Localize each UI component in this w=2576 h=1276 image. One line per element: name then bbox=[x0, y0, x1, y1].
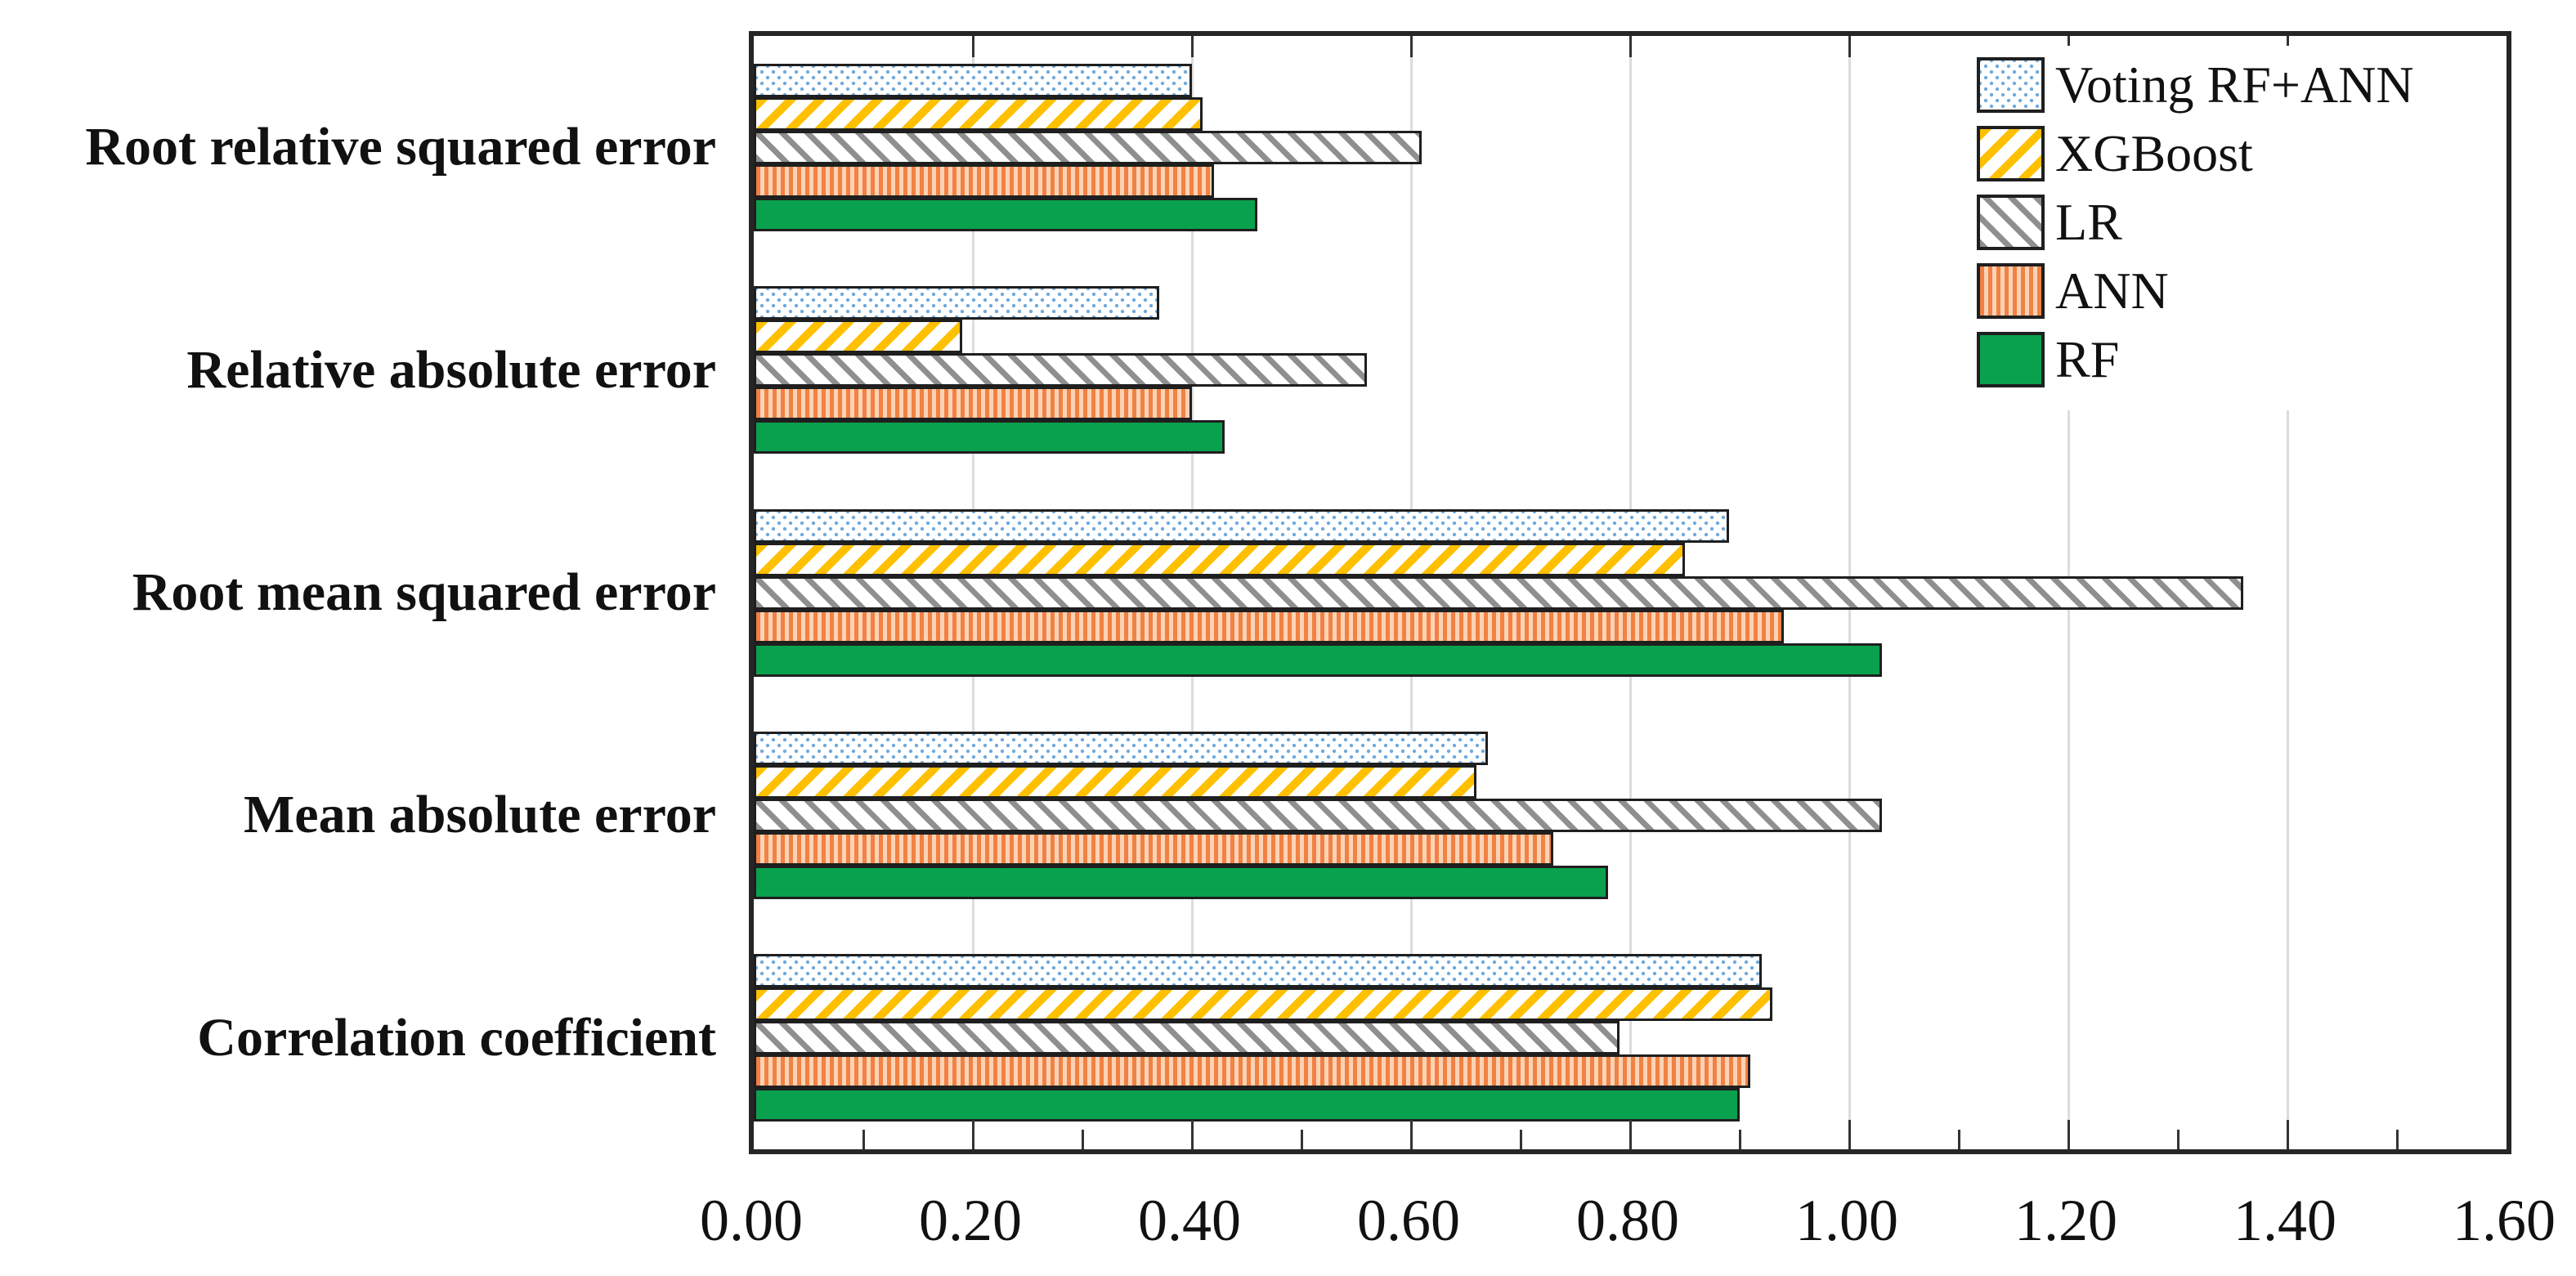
x-axis-major-tick bbox=[1409, 1120, 1413, 1149]
category-label: Correlation coefficient bbox=[197, 1007, 716, 1068]
x-axis-top-tick bbox=[1190, 36, 1194, 57]
x-axis-minor-tick bbox=[1738, 1130, 1741, 1149]
x-axis-top-tick bbox=[1848, 36, 1851, 57]
category-label: Root mean squared error bbox=[132, 562, 716, 622]
bar-lr bbox=[754, 1021, 1620, 1055]
x-axis-tick-label: 1.00 bbox=[1795, 1188, 1898, 1253]
x-axis-major-tick bbox=[1848, 1120, 1851, 1149]
legend-swatch-orange-vertical bbox=[1977, 263, 2045, 319]
legend-swatch-solid-green bbox=[1977, 332, 2045, 387]
legend-label: XGBoost bbox=[2055, 124, 2253, 182]
x-axis-tick-label: 1.20 bbox=[2014, 1188, 2117, 1253]
gridline bbox=[2286, 36, 2289, 1149]
x-axis-tick-label: 0.20 bbox=[919, 1188, 1022, 1253]
bar-rf bbox=[754, 197, 1258, 231]
bar-xgboost bbox=[754, 96, 1203, 131]
bar-ann bbox=[754, 163, 1214, 198]
plot-area: Voting RF+ANN XGBoost LR ANN RF bbox=[749, 31, 2511, 1154]
x-axis-top-tick bbox=[1409, 36, 1413, 57]
bar-rf bbox=[754, 420, 1225, 454]
x-axis-tick-label: 1.40 bbox=[2233, 1188, 2336, 1253]
bar-lr bbox=[754, 575, 2244, 610]
legend-item: LR bbox=[1977, 195, 2500, 250]
x-axis-tick-label: 0.60 bbox=[1357, 1188, 1460, 1253]
legend-item: Voting RF+ANN bbox=[1977, 57, 2500, 113]
legend-swatch-gold-diagonal-fwd bbox=[1977, 126, 2045, 181]
bar-lr bbox=[754, 130, 1422, 164]
bar-voting-rf-ann bbox=[754, 63, 1192, 97]
x-axis-top-tick bbox=[1628, 36, 1632, 57]
legend-label: ANN bbox=[2055, 262, 2169, 320]
bar-voting-rf-ann bbox=[754, 508, 1729, 543]
x-axis-top-tick bbox=[971, 36, 974, 57]
x-axis-major-tick bbox=[2286, 1120, 2289, 1149]
x-axis-tick-label: 0.00 bbox=[700, 1188, 803, 1253]
legend-label: LR bbox=[2055, 193, 2122, 251]
legend: Voting RF+ANN XGBoost LR ANN RF bbox=[1977, 46, 2503, 410]
bar-xgboost bbox=[754, 542, 1685, 576]
bar-ann bbox=[754, 609, 1784, 643]
bar-voting-rf-ann bbox=[754, 286, 1159, 320]
legend-swatch-blue-dots bbox=[1977, 57, 2045, 113]
bar-xgboost bbox=[754, 764, 1477, 799]
bar-ann bbox=[754, 1054, 1751, 1089]
x-axis-minor-tick bbox=[862, 1130, 865, 1149]
x-axis-major-tick bbox=[1190, 1120, 1194, 1149]
x-axis-major-tick bbox=[971, 1120, 974, 1149]
bar-lr bbox=[754, 353, 1368, 387]
x-axis-minor-tick bbox=[1300, 1130, 1303, 1149]
x-axis-major-tick bbox=[1628, 1120, 1632, 1149]
x-axis-minor-tick bbox=[2176, 1130, 2180, 1149]
bar-rf bbox=[754, 1088, 1740, 1122]
bar-rf bbox=[754, 642, 1883, 677]
x-axis-major-tick bbox=[2067, 1120, 2070, 1149]
bar-voting-rf-ann bbox=[754, 731, 1488, 765]
bar-xgboost bbox=[754, 320, 962, 354]
category-label: Mean absolute error bbox=[244, 785, 716, 845]
bar-ann bbox=[754, 831, 1554, 866]
bar-lr bbox=[754, 798, 1883, 832]
bar-xgboost bbox=[754, 987, 1773, 1022]
x-axis-minor-tick bbox=[1081, 1130, 1084, 1149]
x-axis-tick-label: 0.40 bbox=[1138, 1188, 1241, 1253]
x-axis-tick-label: 1.60 bbox=[2453, 1188, 2556, 1253]
legend-swatch-gray-diagonal-back bbox=[1977, 195, 2045, 250]
x-axis-minor-tick bbox=[1519, 1130, 1522, 1149]
legend-label: Voting RF+ANN bbox=[2055, 56, 2414, 114]
legend-item: ANN bbox=[1977, 263, 2500, 319]
bar-ann bbox=[754, 387, 1192, 421]
bar-rf bbox=[754, 865, 1609, 899]
category-label: Relative absolute error bbox=[186, 339, 716, 400]
x-axis-minor-tick bbox=[1957, 1130, 1960, 1149]
x-axis-tick-label: 0.80 bbox=[1576, 1188, 1679, 1253]
legend-label: RF bbox=[2055, 330, 2120, 388]
legend-item: RF bbox=[1977, 332, 2500, 387]
category-label: Root relative squared error bbox=[85, 117, 716, 177]
legend-item: XGBoost bbox=[1977, 126, 2500, 181]
x-axis-minor-tick bbox=[2395, 1130, 2399, 1149]
bar-voting-rf-ann bbox=[754, 954, 1762, 988]
